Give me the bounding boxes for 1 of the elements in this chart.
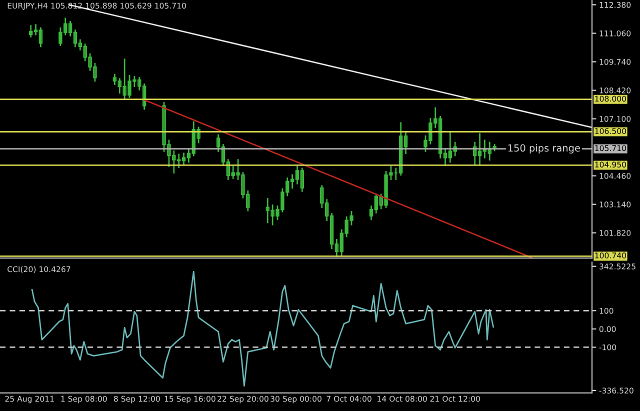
annotation: 150 pips range <box>508 144 580 154</box>
